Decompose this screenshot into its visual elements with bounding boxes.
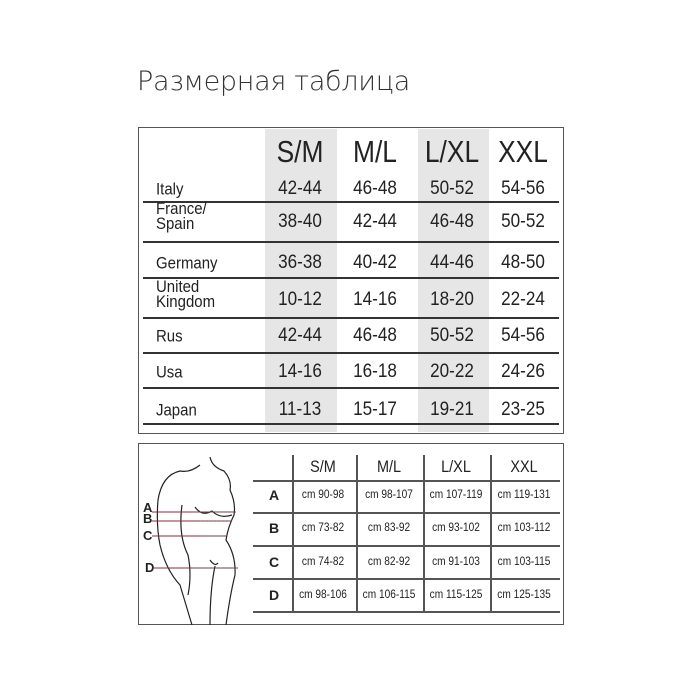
measurement-value: cm 74-82 [301,556,345,568]
column-divider [356,455,358,612]
size-value: 14-16 [353,289,397,310]
size-value: 46-48 [430,211,474,232]
size-value: 24-26 [501,361,545,382]
international-size-table [138,127,564,434]
body-measurement-table [138,443,564,625]
measurement-value: cm 103-112 [497,522,551,534]
size-value: 15-17 [353,399,397,420]
size-header: S/M [276,134,324,169]
measurement-value: cm 119-131 [497,489,551,501]
measurement-markers [152,511,238,569]
country-label: Germany [156,253,218,273]
body-outline-icon [156,456,236,625]
measurement-value: cm 98-106 [299,589,347,601]
size-header: XXL [510,457,538,476]
measurement-value: cm 82-92 [367,556,411,568]
country-label: United Kingdom [156,277,216,311]
row-divider [143,317,559,319]
size-value: 54-56 [501,178,545,199]
row-divider [253,578,560,580]
measurement-label: B [268,520,280,536]
size-value: 50-52 [501,211,545,232]
row-divider [143,387,559,389]
column-divider [490,455,492,612]
size-value: 54-56 [501,325,545,346]
measurement-label: A [268,487,280,503]
size-value: 11-13 [278,399,322,420]
size-header: L/XL [441,457,471,476]
measurement-label: C [268,554,280,570]
measurement-value: cm 90-98 [301,489,345,501]
size-value: 40-42 [353,252,397,273]
size-value: 46-48 [353,325,397,346]
row-divider [253,545,560,547]
row-divider [253,512,560,514]
body-figure-illustration: A B C D [143,456,238,625]
size-value: 23-25 [501,399,545,420]
size-value: 10-12 [278,289,322,310]
size-value: 36-38 [278,252,322,273]
measurement-value: cm 83-92 [367,522,411,534]
figure-label-d: D [145,560,154,575]
size-value: 14-16 [278,361,322,382]
measurement-label: D [268,587,280,603]
size-value: 20-22 [430,361,474,382]
row-divider [143,277,559,279]
size-header: M/L [353,134,397,169]
page-title: Размерная таблица [137,66,411,97]
row-divider [143,423,559,425]
column-divider [423,455,425,612]
figure-label-b: B [143,511,152,526]
size-value: 38-40 [278,211,322,232]
figure-label-c: C [143,528,153,543]
column-divider [292,455,294,612]
country-label: Japan [156,400,197,420]
size-header: L/XL [424,134,480,169]
measurement-value: cm 98-107 [365,489,413,501]
size-value: 48-50 [501,252,545,273]
country-label: France/ Spain [156,199,207,233]
row-divider [143,201,559,203]
size-value: 22-24 [501,289,545,310]
measurement-value: cm 106-115 [362,589,416,601]
row-divider [143,352,559,354]
size-value: 19-21 [430,399,474,420]
measurement-value: cm 93-102 [432,522,480,534]
shade-column-s-m [265,129,337,432]
row-divider [253,480,560,482]
measurement-value: cm 107-119 [429,489,483,501]
measurement-value: cm 91-103 [432,556,480,568]
row-divider [253,611,560,613]
size-value: 42-44 [278,178,322,199]
size-value: 18-20 [430,289,474,310]
size-header: M/L [376,457,402,476]
measurement-value: cm 125-135 [497,589,551,601]
size-value: 50-52 [430,325,474,346]
size-value: 44-46 [430,252,474,273]
size-value: 16-18 [353,361,397,382]
country-label: Rus [156,326,183,346]
size-value: 42-44 [278,325,322,346]
size-header: S/M [310,457,336,476]
country-label: Italy [156,179,184,199]
size-value: 46-48 [353,178,397,199]
measurement-value: cm 73-82 [301,522,345,534]
measurement-value: cm 115-125 [429,589,483,601]
figure-label-a: A [143,500,153,515]
row-divider [143,241,559,243]
size-value: 50-52 [430,178,474,199]
measurement-value: cm 103-115 [497,556,551,568]
shade-column-l-xl [418,129,489,432]
size-header: XXL [498,134,548,169]
country-label: Usa [156,362,183,382]
size-value: 42-44 [353,211,397,232]
